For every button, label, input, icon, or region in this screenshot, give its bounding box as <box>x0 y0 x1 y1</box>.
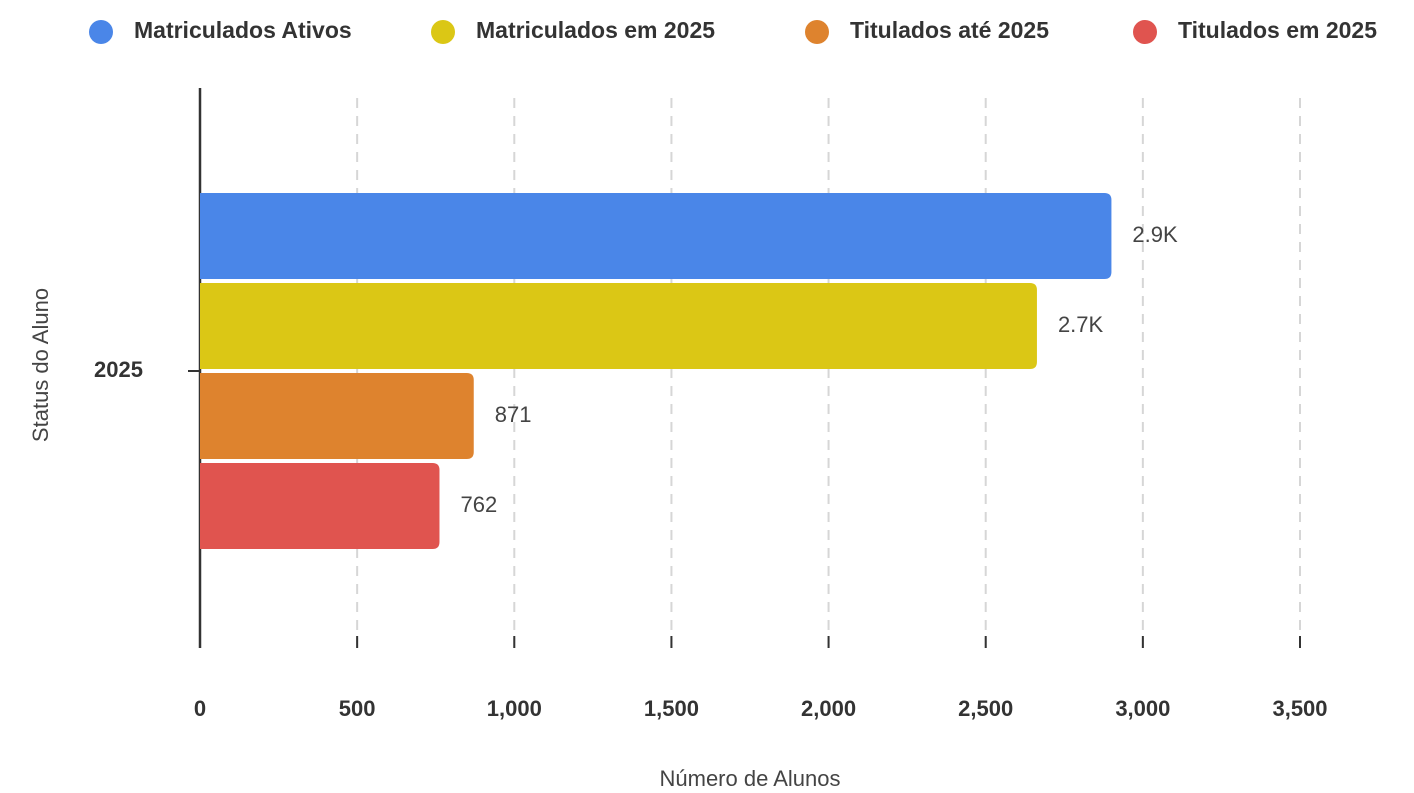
x-tick-label: 1,500 <box>644 696 699 721</box>
y-tick-label: 2025 <box>94 357 143 382</box>
x-tick-label: 1,000 <box>487 696 542 721</box>
bar <box>200 193 1112 279</box>
x-tick-label: 3,000 <box>1115 696 1170 721</box>
value-label: 2.7K <box>1058 312 1104 337</box>
legend-label: Matriculados em 2025 <box>476 17 715 43</box>
value-label: 871 <box>495 402 532 427</box>
legend-swatch <box>805 20 829 44</box>
bar <box>200 283 1037 369</box>
value-label: 2.9K <box>1132 222 1178 247</box>
bar <box>200 373 474 459</box>
legend-swatch <box>89 20 113 44</box>
value-label: 762 <box>460 492 497 517</box>
bar <box>200 463 440 549</box>
x-axis-label: Número de Alunos <box>660 766 841 791</box>
legend-label: Matriculados Ativos <box>134 17 352 43</box>
x-tick-label: 0 <box>194 696 206 721</box>
legend-label: Titulados até 2025 <box>850 17 1049 43</box>
legend-swatch <box>1133 20 1157 44</box>
y-axis-label: Status do Aluno <box>28 288 53 442</box>
x-tick-label: 500 <box>339 696 376 721</box>
x-tick-label: 3,500 <box>1272 696 1327 721</box>
x-tick-label: 2,000 <box>801 696 856 721</box>
x-tick-label: 2,500 <box>958 696 1013 721</box>
legend-label: Titulados em 2025 <box>1178 17 1377 43</box>
legend-swatch <box>431 20 455 44</box>
